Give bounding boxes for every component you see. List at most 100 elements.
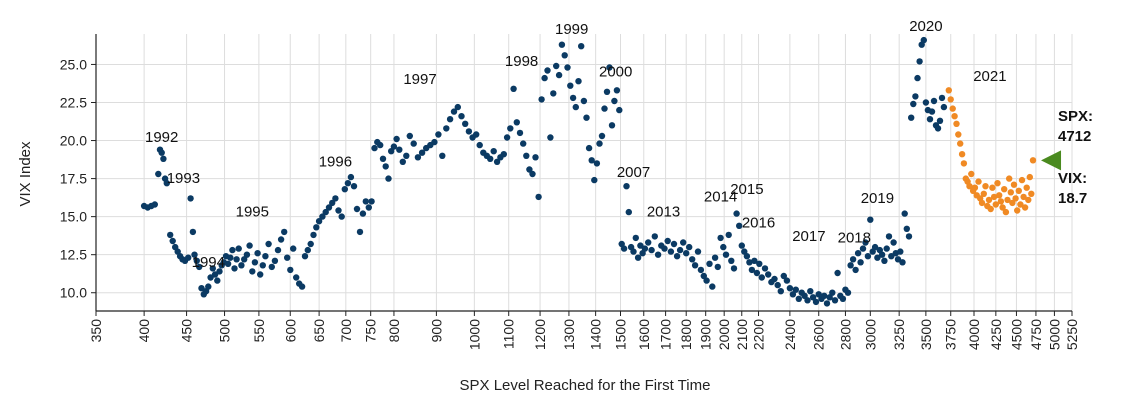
data-point — [1010, 181, 1018, 188]
data-point — [949, 105, 956, 112]
data-point — [758, 274, 765, 281]
data-point — [265, 240, 272, 248]
data-point — [908, 114, 915, 121]
data-point — [274, 246, 282, 254]
x-tick-label: 4000 — [966, 319, 982, 350]
data-point — [500, 151, 507, 158]
data-point — [209, 265, 216, 272]
data-point — [350, 183, 358, 190]
data-point — [396, 146, 403, 153]
data-point — [821, 292, 828, 299]
x-tick-label: 5250 — [1064, 319, 1080, 350]
grid-layer — [95, 34, 1073, 311]
data-point — [748, 266, 756, 274]
data-point — [414, 154, 422, 161]
data-point — [637, 242, 644, 249]
data-point — [871, 243, 879, 251]
data-point — [780, 272, 787, 280]
data-point — [982, 183, 989, 190]
x-tick-label: 550 — [251, 319, 267, 343]
data-point — [894, 256, 902, 263]
data-point — [344, 180, 352, 187]
data-point — [281, 228, 288, 236]
data-point — [934, 125, 942, 132]
data-point — [310, 231, 317, 239]
data-point — [756, 260, 763, 267]
data-point — [641, 245, 649, 252]
data-point — [229, 246, 236, 254]
y-tick-label: 10.0 — [60, 285, 87, 301]
data-point — [601, 105, 608, 112]
data-point — [980, 190, 987, 197]
data-point — [564, 64, 571, 71]
data-point — [714, 263, 721, 271]
data-point — [926, 116, 934, 123]
data-point — [987, 205, 994, 213]
data-point — [722, 251, 730, 258]
data-point — [532, 154, 539, 161]
data-point — [555, 71, 563, 79]
data-point — [783, 277, 791, 284]
data-point — [839, 295, 847, 302]
data-point — [951, 113, 958, 120]
data-point — [914, 74, 921, 82]
data-point — [864, 253, 872, 260]
data-point — [857, 259, 864, 266]
data-point — [885, 233, 893, 240]
data-point — [338, 213, 345, 220]
data-point — [1015, 187, 1022, 194]
data-point — [284, 254, 291, 261]
x-tick-label: 800 — [386, 319, 402, 343]
data-point — [583, 114, 590, 121]
data-point — [205, 283, 212, 290]
data-point — [1023, 184, 1030, 191]
data-point — [795, 295, 802, 302]
data-point — [356, 228, 364, 236]
data-point — [664, 237, 671, 245]
callout-spx-label: SPX: — [1058, 108, 1093, 125]
data-point — [490, 148, 497, 155]
data-point — [792, 286, 799, 293]
data-point — [259, 262, 266, 269]
data-point — [443, 125, 450, 132]
data-point — [262, 253, 269, 260]
data-point — [903, 225, 910, 232]
data-point — [1006, 175, 1013, 182]
data-point — [196, 263, 203, 271]
data-point — [231, 265, 238, 272]
data-point — [936, 117, 944, 125]
data-point — [1009, 199, 1016, 207]
data-point — [645, 239, 652, 246]
data-point — [558, 41, 566, 48]
data-point — [1004, 196, 1011, 204]
data-point — [771, 275, 778, 283]
data-point — [1029, 157, 1037, 164]
data-point — [359, 210, 367, 217]
data-point — [789, 291, 797, 298]
data-point — [632, 234, 639, 242]
x-tick-label: 3000 — [862, 319, 878, 350]
data-point — [535, 193, 542, 201]
data-point — [883, 245, 890, 252]
data-point — [761, 265, 769, 272]
data-point — [513, 119, 520, 126]
data-point — [730, 265, 738, 272]
data-point — [458, 113, 465, 120]
data-point — [439, 152, 446, 159]
data-point — [683, 250, 690, 257]
data-point — [852, 266, 859, 274]
data-point — [654, 251, 662, 258]
callout-vix-label: VIX: — [1058, 170, 1087, 187]
year-label: 2000 — [599, 64, 632, 81]
callout-vix-value: 18.7 — [1058, 190, 1087, 207]
x-tick-label: 2100 — [734, 319, 750, 350]
data-point — [287, 266, 294, 274]
data-point — [307, 240, 314, 248]
y-tick-label: 17.5 — [60, 171, 87, 187]
data-point — [680, 239, 687, 246]
data-point — [332, 195, 339, 202]
x-tick-label: 1400 — [588, 319, 604, 350]
data-point — [922, 99, 930, 106]
year-label: 1996 — [319, 153, 352, 170]
year-label: 2017 — [792, 228, 825, 245]
